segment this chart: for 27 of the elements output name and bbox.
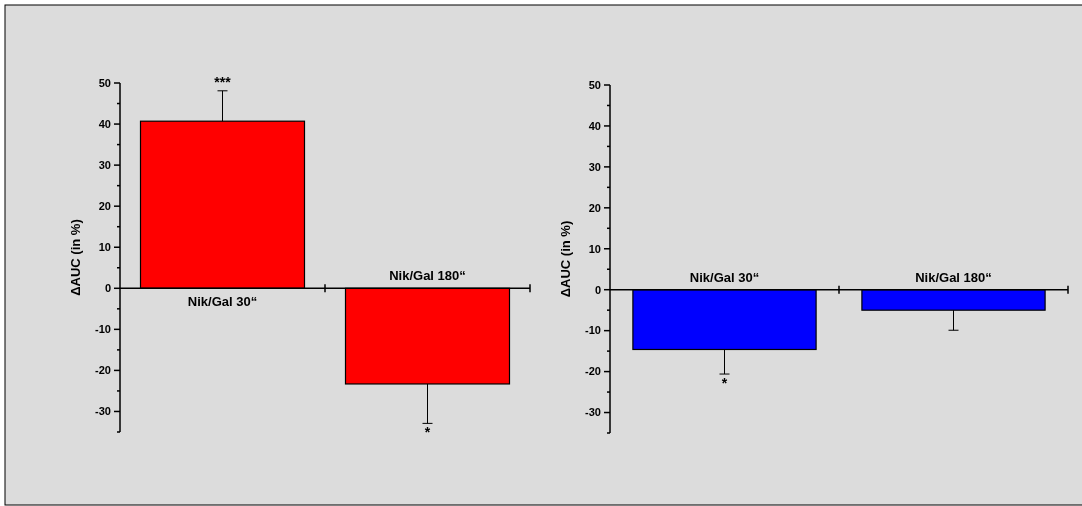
x-tick-label: Nik/Gal 30“	[689, 269, 760, 285]
annotation: *	[721, 375, 728, 392]
y-tick-label: -10	[95, 323, 111, 336]
y-tick-label: -30	[585, 406, 601, 419]
y-tick-label: -20	[95, 364, 111, 377]
y-tick-label: -10	[585, 324, 601, 337]
y-tick-label: 40	[588, 119, 601, 132]
y-tick-label: 30	[98, 158, 111, 171]
y-tick-label: 20	[98, 200, 111, 213]
x-tick-label: Nik/Gal 30“	[187, 294, 258, 310]
y-tick-label: 0	[594, 283, 601, 296]
y-tick-label: 20	[588, 201, 601, 214]
y-axis-title: ΔAUC (in %)	[558, 220, 573, 298]
y-axis-title: ΔAUC (in %)	[68, 219, 83, 296]
annotation: *	[424, 424, 431, 441]
y-tick-label: 50	[588, 78, 601, 91]
annotation: ***	[214, 73, 232, 90]
y-tick-label: 30	[588, 160, 601, 173]
y-tick-label: -20	[585, 365, 601, 378]
y-tick-label: 10	[588, 242, 601, 255]
y-tick-label: 40	[98, 117, 111, 130]
x-tick-label: Nik/Gal 180“	[389, 268, 466, 284]
y-tick-label: 10	[98, 241, 111, 254]
y-tick-label: 0	[104, 282, 111, 295]
x-tick-label: Nik/Gal 180“	[915, 269, 992, 285]
y-tick-label: -30	[95, 405, 111, 418]
y-tick-label: 50	[98, 76, 111, 89]
